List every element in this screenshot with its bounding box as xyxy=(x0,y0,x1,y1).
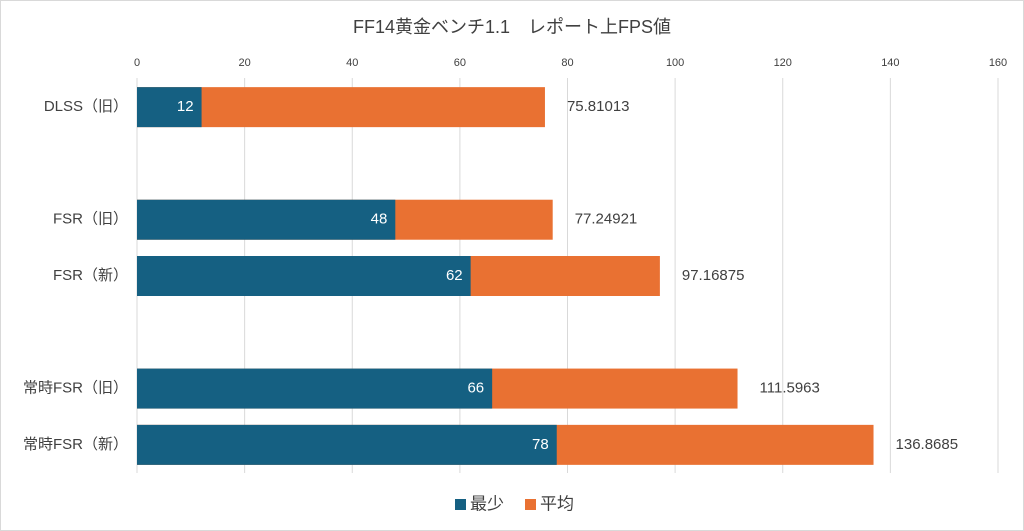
x-tick-label: 0 xyxy=(134,57,140,69)
value-label: 97.16875 xyxy=(682,267,745,284)
y-tick-label: FSR（旧） xyxy=(53,211,128,228)
x-tick-label: 140 xyxy=(881,57,899,69)
x-tick-label: 120 xyxy=(774,57,792,69)
bar xyxy=(137,87,545,128)
value-label: 77.24921 xyxy=(575,211,638,228)
legend-label: 平均 xyxy=(540,494,574,513)
x-tick-label: 80 xyxy=(561,57,573,69)
value-label: 48 xyxy=(371,211,388,228)
x-tick-label: 100 xyxy=(666,57,684,69)
value-label: 136.8685 xyxy=(896,436,959,453)
value-label: 12 xyxy=(177,98,194,115)
y-tick-label: 常時FSR（旧） xyxy=(23,380,128,397)
legend-label: 最少 xyxy=(470,494,504,513)
bar xyxy=(137,424,557,465)
chart-title: FF14黄金ベンチ1.1 レポート上FPS値 xyxy=(353,17,671,37)
value-label: 66 xyxy=(467,380,484,397)
x-tick-label: 20 xyxy=(239,57,251,69)
value-label: 111.5963 xyxy=(760,380,820,397)
value-label: 75.81013 xyxy=(567,98,630,115)
legend-swatch xyxy=(525,499,536,510)
y-tick-label: FSR（新） xyxy=(53,267,128,284)
legend-swatch xyxy=(455,499,466,510)
y-tick-label: 常時FSR（新） xyxy=(23,436,128,453)
bar xyxy=(137,256,471,296)
x-tick-label: 40 xyxy=(346,57,358,69)
value-label: 78 xyxy=(532,436,549,453)
x-tick-label: 60 xyxy=(454,57,466,69)
x-tick-label: 160 xyxy=(989,57,1007,69)
bar xyxy=(137,199,396,240)
value-label: 62 xyxy=(446,267,463,284)
bar xyxy=(137,87,202,128)
y-tick-label: DLSS（旧） xyxy=(44,98,128,115)
bar xyxy=(137,368,493,409)
